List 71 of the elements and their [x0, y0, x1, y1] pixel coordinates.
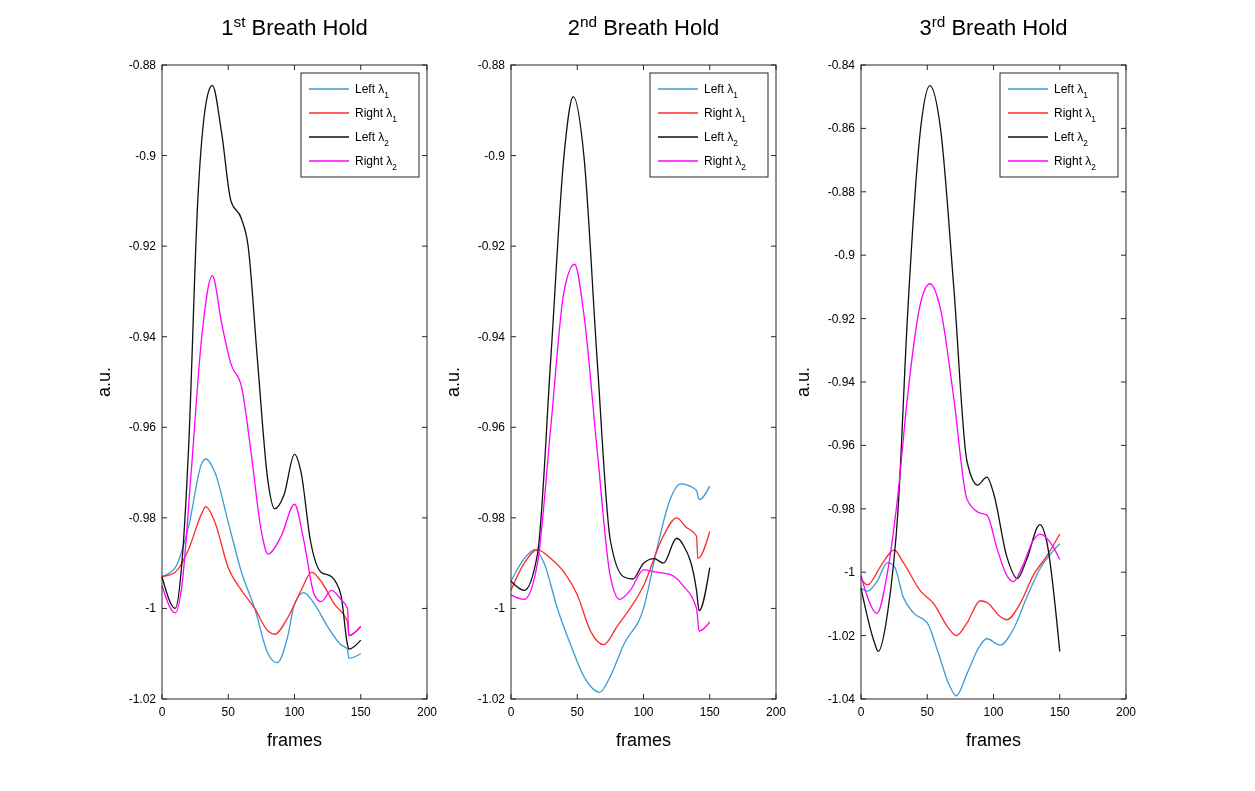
- y-tick-label: -0.98: [477, 510, 506, 525]
- x-tick-label: 0: [158, 705, 166, 719]
- y-tick-label: -1: [844, 565, 856, 580]
- y-tick-label: -0.98: [128, 510, 157, 525]
- x-tick-label: 50: [221, 705, 236, 719]
- x-tick-label: 50: [920, 705, 935, 719]
- x-axis-title: frames: [615, 730, 672, 750]
- line-series: [510, 517, 711, 646]
- y-tick-label: -1.02: [477, 692, 506, 706]
- y-tick-label: -0.94: [827, 375, 856, 389]
- y-tick-label: -0.9: [135, 148, 157, 163]
- legend-label: Left λ$_{2}$: [1054, 130, 1089, 148]
- line-series: [860, 533, 1061, 637]
- line-series: [860, 543, 1061, 697]
- line-series: [510, 483, 711, 693]
- legend-label: Right λ$_{1}$: [1054, 106, 1097, 124]
- y-tick-label: -1: [145, 601, 157, 616]
- x-tick-label: 150: [350, 705, 372, 719]
- x-tick-label: 200: [765, 705, 787, 719]
- chart-title: 1$^{st}$ Breath Hold: [221, 12, 368, 40]
- chart-title: 3$^{rd}$ Breath Hold: [919, 12, 1068, 40]
- x-tick-label: 150: [1049, 705, 1071, 719]
- y-tick-label: -0.94: [477, 329, 506, 344]
- legend-label: Right λ$_{2}$: [704, 154, 747, 172]
- y-tick-label: -0.92: [477, 239, 506, 254]
- y-tick-label: -1.04: [827, 692, 856, 706]
- x-tick-label: 100: [284, 705, 305, 719]
- y-axis-title: a.u.: [94, 366, 114, 398]
- x-tick-label: 200: [1115, 705, 1137, 719]
- y-tick-label: -1.02: [128, 692, 157, 706]
- y-tick-label: -0.9: [834, 248, 856, 263]
- line-series: [161, 458, 362, 664]
- line-series: [161, 274, 362, 637]
- y-tick-label: -0.9: [484, 148, 506, 163]
- legend-label: Right λ$_{2}$: [355, 154, 398, 172]
- legend-label: Left λ$_{1}$: [704, 82, 739, 100]
- y-tick-label: -0.84: [827, 58, 856, 72]
- line-series: [860, 283, 1061, 615]
- legend-label: Left λ$_{1}$: [355, 82, 390, 100]
- y-tick-label: -0.88: [477, 58, 506, 72]
- y-tick-label: -0.96: [128, 420, 157, 435]
- chart-title: 2$^{nd}$ Breath Hold: [567, 12, 720, 40]
- x-tick-label: 50: [570, 705, 585, 719]
- legend-label: Right λ$_{1}$: [704, 106, 747, 124]
- line-series: [510, 263, 711, 632]
- y-tick-label: -1.02: [827, 628, 856, 643]
- y-tick-label: -0.98: [827, 501, 856, 516]
- y-tick-label: -1: [494, 601, 506, 616]
- x-axis-title: frames: [965, 730, 1022, 750]
- legend-label: Left λ$_{1}$: [1054, 82, 1089, 100]
- y-tick-label: -0.88: [827, 184, 856, 199]
- x-tick-label: 200: [416, 705, 438, 719]
- legend-label: Left λ$_{2}$: [704, 130, 739, 148]
- x-tick-label: 0: [857, 705, 865, 719]
- legend-label: Right λ$_{2}$: [1054, 154, 1097, 172]
- x-tick-label: 0: [507, 705, 515, 719]
- y-tick-label: -0.92: [128, 239, 157, 254]
- x-tick-label: 100: [983, 705, 1004, 719]
- y-tick-label: -0.86: [827, 121, 856, 136]
- y-tick-label: -0.96: [477, 420, 506, 435]
- legend-label: Left λ$_{2}$: [355, 130, 390, 148]
- x-tick-label: 100: [633, 705, 654, 719]
- y-tick-label: -0.94: [128, 329, 157, 344]
- y-axis-title: a.u.: [443, 366, 463, 398]
- y-tick-label: -0.88: [128, 58, 157, 72]
- y-axis-title: a.u.: [793, 366, 813, 398]
- y-tick-label: -0.92: [827, 311, 856, 326]
- x-axis-title: frames: [266, 730, 323, 750]
- y-tick-label: -0.96: [827, 438, 856, 453]
- x-tick-label: 150: [699, 705, 721, 719]
- legend-label: Right λ$_{1}$: [355, 106, 398, 124]
